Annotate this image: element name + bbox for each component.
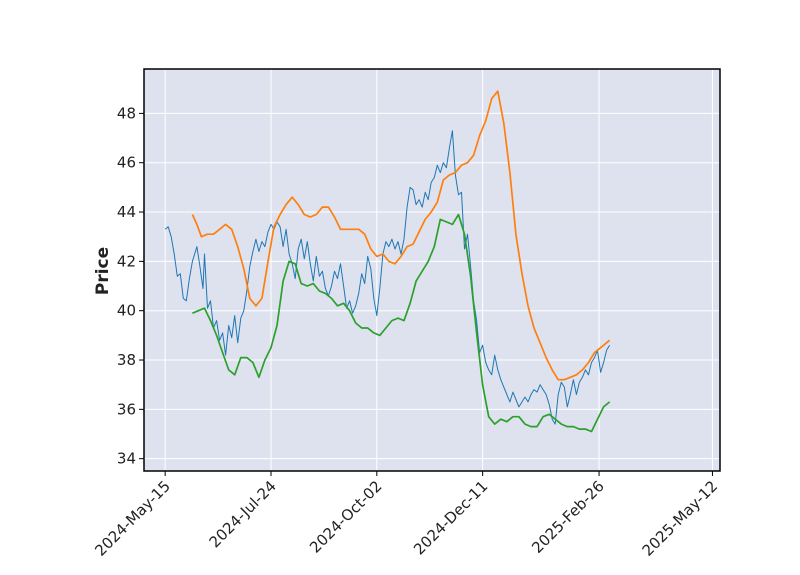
y-tick-label: 46 — [117, 154, 136, 172]
y-tick-label: 38 — [117, 351, 136, 369]
series-green-line — [192, 213, 611, 433]
x-tick-label: 2025-Feb-26 — [528, 477, 608, 557]
x-tick-label: 2024-Dec-11 — [410, 477, 491, 558]
y-axis-ticks: 34 36 38 40 42 44 46 48 — [117, 104, 144, 468]
plot-frame — [143, 68, 721, 472]
y-tick-label: 34 — [117, 450, 136, 468]
x-tick-label: 2024-Jul-24 — [206, 477, 280, 551]
x-tick-label: 2025-May-12 — [639, 477, 722, 560]
x-tick-label: 2024-May-15 — [91, 477, 174, 560]
series-blue-line — [164, 130, 611, 425]
y-tick-label: 42 — [117, 252, 136, 270]
y-axis-title: Price — [93, 247, 113, 295]
y-tick-label: 48 — [117, 104, 136, 122]
y-tick-label: 40 — [117, 302, 136, 320]
x-tick-label: 2024-Oct-02 — [306, 477, 386, 557]
x-axis-ticks: 2024-May-15 2024-Jul-24 2024-Oct-02 2024-De… — [91, 471, 721, 560]
plot-background — [144, 69, 720, 471]
series-layer — [164, 90, 611, 433]
y-tick-label: 44 — [117, 203, 136, 221]
series-orange-line — [191, 90, 611, 381]
y-tick-label: 36 — [117, 400, 136, 418]
